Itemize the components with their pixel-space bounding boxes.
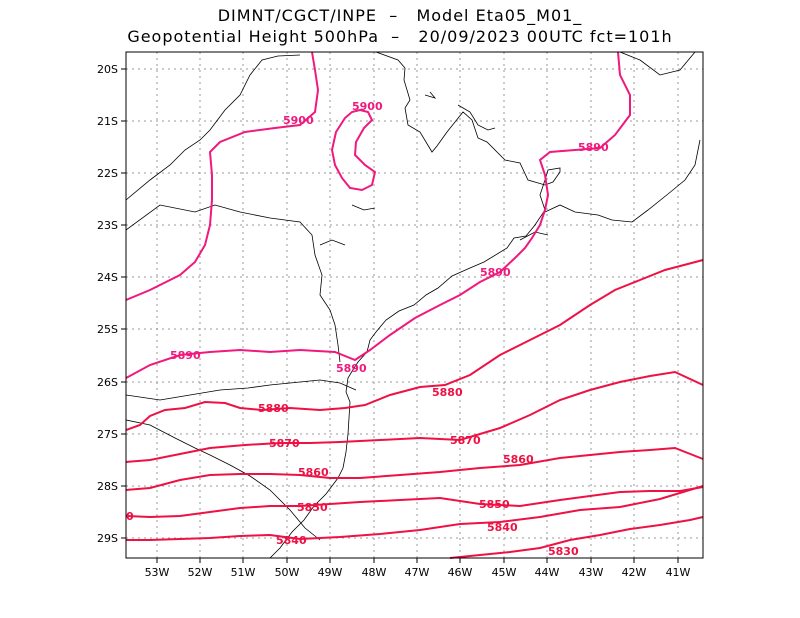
- contour-label: 5870: [269, 437, 300, 450]
- contours-red: [125, 259, 704, 559]
- label-clip-mask: [90, 505, 126, 525]
- contour-label: 5840: [276, 534, 307, 547]
- lat-label: 20S: [97, 63, 118, 76]
- lon-label: 42W: [622, 566, 647, 579]
- contour-label: 5880: [258, 402, 289, 415]
- lat-label: 21S: [97, 115, 118, 128]
- lon-label: 47W: [405, 566, 430, 579]
- lat-label: 23S: [97, 219, 118, 232]
- contour-label: 5900: [283, 114, 314, 127]
- contour-label: 5870: [450, 434, 481, 447]
- lat-label: 27S: [97, 428, 118, 441]
- contour-label: 5830: [548, 545, 579, 558]
- lon-label: 50W: [275, 566, 300, 579]
- plot-frame-outline: [125, 51, 704, 559]
- contour-labels: 5900 5900 5890 5890 5890 5890 5880 5880 …: [103, 100, 609, 558]
- lon-label: 53W: [145, 566, 170, 579]
- lat-label: 26S: [97, 376, 118, 389]
- lon-label: 48W: [362, 566, 387, 579]
- contour-label: 5900: [352, 100, 383, 113]
- contour-label: 5850: [479, 498, 510, 511]
- lon-label: 52W: [188, 566, 213, 579]
- contour-label: 5880: [432, 386, 463, 399]
- lat-label: 28S: [97, 480, 118, 493]
- lat-label: 24S: [97, 271, 118, 284]
- map-title-line-2: Geopotential Height 500hPa – 20/09/2023 …: [127, 27, 673, 46]
- contour-label: 5890: [336, 362, 367, 375]
- lon-label: 43W: [579, 566, 604, 579]
- coastlines-borders: [125, 51, 701, 559]
- contour-label: 5890: [578, 141, 609, 154]
- lat-label: 29S: [97, 532, 118, 545]
- contour-label: 5840: [487, 521, 518, 534]
- contour-label: 5850: [297, 501, 328, 514]
- contour-label: 5860: [298, 466, 329, 479]
- lon-label: 46W: [448, 566, 473, 579]
- map-title-line-1: DIMNT/CGCT/INPE – Model Eta05_M01_: [217, 6, 583, 25]
- lat-label: 22S: [97, 167, 118, 180]
- contour-label: 5860: [503, 453, 534, 466]
- contour-label: 5890: [480, 266, 511, 279]
- lon-label: 44W: [535, 566, 560, 579]
- latitude-labels: 20S 21S 22S 23S 24S 25S 26S 27S 28S 29S: [97, 63, 118, 545]
- lon-label: 41W: [666, 566, 691, 579]
- contours-magenta: [125, 51, 631, 379]
- tick-marks: [121, 68, 679, 563]
- lon-label: 45W: [492, 566, 517, 579]
- longitude-labels: 53W 52W 51W 50W 49W 48W 47W 46W 45W 44W …: [145, 566, 691, 579]
- lon-label: 51W: [231, 566, 256, 579]
- lon-label: 49W: [318, 566, 343, 579]
- lat-label: 25S: [97, 323, 118, 336]
- contour-label: 5890: [170, 349, 201, 362]
